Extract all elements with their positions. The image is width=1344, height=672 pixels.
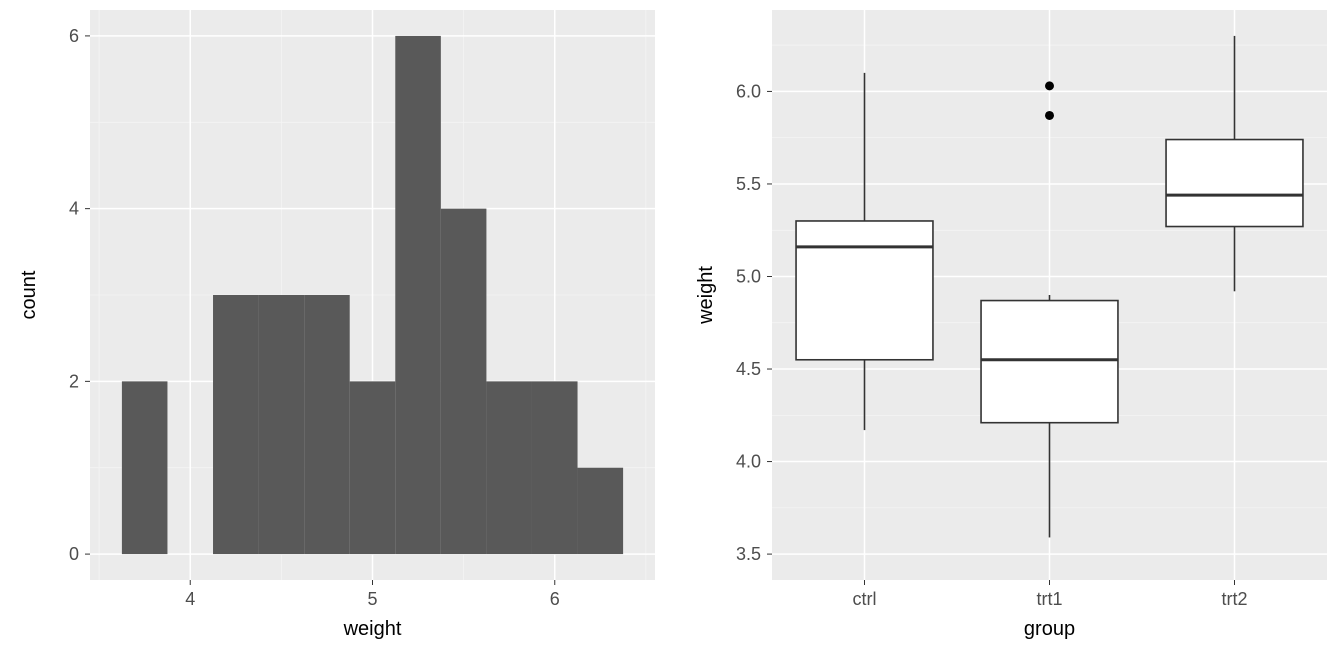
x-axis-title: group [1024,618,1075,640]
histogram-panel: 4 5 6 0 2 4 6 weight count [0,0,672,672]
histogram-bar [259,295,305,554]
boxplot-svg: ctrl trt1 trt2 3.5 4.0 4.5 5.0 5.5 6.0 group weigh… [672,0,1344,672]
boxplot-panel: ctrl trt1 trt2 3.5 4.0 4.5 5.0 5.5 6.0 group weigh… [672,0,1344,672]
y-tick-label: 6.0 [736,81,761,101]
histogram-bar [486,381,532,554]
histogram-bar [122,381,168,554]
x-tick-label: trt2 [1221,589,1247,609]
y-axis-title: weight [695,266,717,325]
outlier-point [1045,111,1054,120]
x-tick-label: ctrl [853,589,877,609]
histogram-bar [578,468,624,554]
x-tick-label: 4 [185,589,195,609]
x-tick-label: trt1 [1036,589,1062,609]
y-tick-label: 2 [69,371,79,391]
y-tick-label: 4 [69,199,79,219]
histogram-bar [532,381,578,554]
y-axis-title: count [18,270,40,319]
histogram-svg: 4 5 6 0 2 4 6 weight count [0,0,672,672]
y-tick-label: 5.5 [736,174,761,194]
box [981,301,1118,423]
y-tick-label: 6 [69,26,79,46]
x-axis-title: weight [343,618,402,640]
outlier-point [1045,81,1054,90]
chart-grid: 4 5 6 0 2 4 6 weight count ctrl trt1 trt2 3.5 4.0 4.5… [0,0,1344,672]
y-tick-label: 0 [69,544,79,564]
histogram-bar [213,295,259,554]
y-tick-label: 3.5 [736,544,761,564]
histogram-bar [304,295,350,554]
y-tick-label: 5.0 [736,266,761,286]
histogram-bar [350,381,396,554]
box [796,221,933,360]
histogram-bar [395,36,441,554]
x-tick-label: 6 [550,589,560,609]
histogram-bar [441,209,487,554]
box [1166,140,1303,227]
x-tick-label: 5 [367,589,377,609]
y-tick-label: 4.0 [736,452,761,472]
y-tick-label: 4.5 [736,359,761,379]
